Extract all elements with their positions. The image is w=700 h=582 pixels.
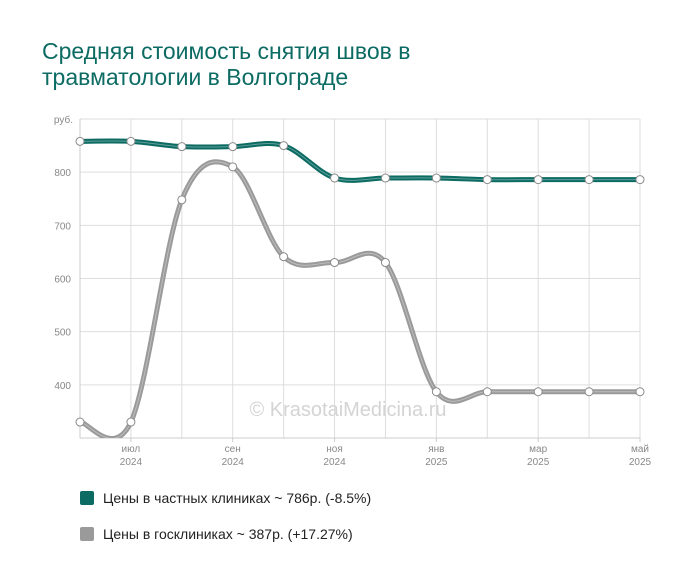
legend: Цены в частных клиниках ~ 786р. (-8.5%) … — [80, 488, 371, 560]
x-tick-label-year: 2024 — [120, 457, 143, 468]
legend-item-public[interactable]: Цены в госклиниках ~ 387р. (+17.27%) — [80, 524, 371, 544]
data-point-public — [126, 417, 136, 427]
x-tick-label-month: ноя — [326, 444, 343, 455]
x-tick-label-year: 2024 — [222, 457, 245, 468]
chart-title-line-2: травматологии в Волгограде — [42, 64, 349, 90]
data-point-private — [584, 175, 594, 185]
legend-swatch-public — [80, 527, 94, 541]
data-point-private — [380, 173, 390, 183]
data-point-private — [75, 136, 85, 146]
y-tick-label: 600 — [54, 275, 71, 286]
data-point-private — [126, 136, 136, 146]
data-point-private — [533, 175, 543, 185]
x-tick-label-year: 2025 — [527, 457, 550, 468]
x-tick-label-year: 2024 — [323, 457, 346, 468]
y-axis-unit: руб. — [54, 114, 73, 126]
data-point-public — [380, 258, 390, 268]
chart-title-line-1: Средняя стоимость снятия швов в — [42, 38, 411, 64]
y-tick-label: 800 — [54, 168, 71, 179]
legend-item-private[interactable]: Цены в частных клиниках ~ 786р. (-8.5%) — [80, 488, 371, 508]
x-tick-label-month: май — [631, 444, 649, 455]
watermark-text: © KrasotaiMedicina.ru — [249, 399, 446, 421]
series-line-public — [77, 159, 643, 438]
data-point-public — [635, 387, 645, 397]
chart-title: Средняя стоимость снятия швов в травмато… — [42, 38, 602, 90]
x-tick-label-year: 2025 — [425, 457, 448, 468]
data-point-private — [482, 175, 492, 185]
x-tick-label-month: июл — [122, 444, 141, 455]
y-tick-label: 700 — [54, 221, 71, 232]
x-tick-label-month: мар — [529, 444, 547, 455]
data-point-public — [177, 195, 187, 205]
data-point-private — [177, 142, 187, 152]
line-chart: 400 500 600 700 800 руб. июл 2024 сен 2024 ноя 2024… — [54, 114, 652, 468]
data-point-public — [330, 258, 340, 268]
series-line-private — [77, 138, 643, 183]
data-point-private — [279, 141, 289, 151]
y-tick-label: 500 — [54, 328, 71, 339]
data-point-public — [431, 387, 441, 397]
legend-swatch-private — [80, 491, 94, 505]
data-point-public — [228, 162, 238, 172]
legend-label-public: Цены в госклиниках ~ 387р. (+17.27%) — [103, 526, 353, 542]
data-point-private — [228, 142, 238, 152]
y-tick-label: 400 — [54, 381, 71, 392]
data-point-private — [431, 173, 441, 183]
data-point-private — [330, 173, 340, 183]
x-tick-label-month: янв — [428, 444, 444, 455]
data-point-private — [635, 175, 645, 185]
x-tick-label-month: сен — [225, 444, 241, 455]
data-point-public — [279, 252, 289, 262]
legend-label-private: Цены в частных клиниках ~ 786р. (-8.5%) — [103, 490, 372, 506]
x-tick-label-year: 2025 — [629, 457, 652, 468]
data-point-public — [533, 387, 543, 397]
data-point-public — [584, 387, 594, 397]
data-point-public — [482, 387, 492, 397]
series-line-highlight-public — [79, 161, 640, 438]
data-point-public — [75, 417, 85, 427]
